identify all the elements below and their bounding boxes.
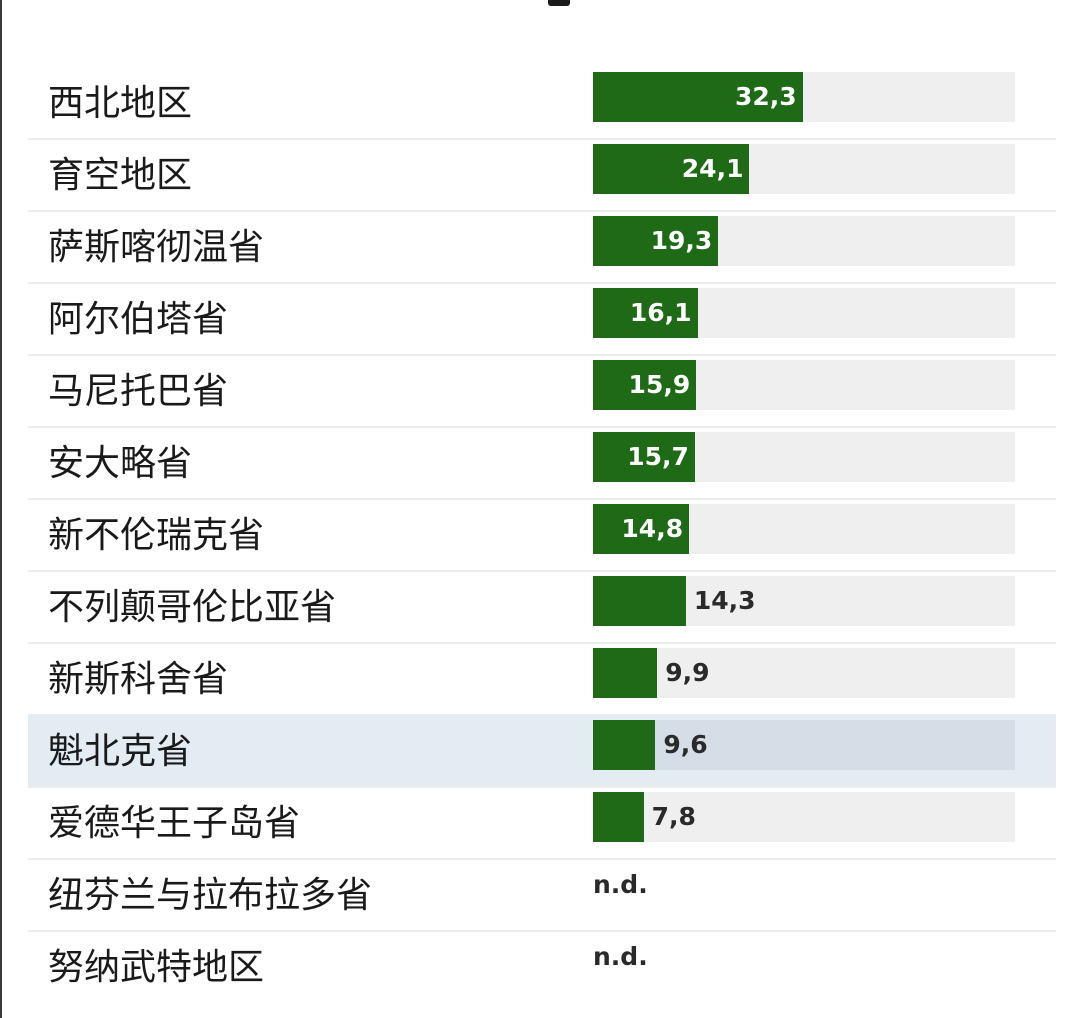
title-fragment — [548, 0, 570, 6]
data-label: 15,9 — [628, 370, 691, 399]
data-label: 19,3 — [650, 226, 713, 255]
category-label: 萨斯喀彻温省 — [48, 227, 265, 268]
bar-track — [593, 648, 1015, 698]
chart-row: 不列颠哥伦比亚省 14,3 — [28, 572, 1056, 644]
row-separator — [28, 498, 1056, 500]
chart-row: 西北地区 32,3 — [28, 68, 1056, 140]
data-label: 24,1 — [681, 154, 744, 183]
category-label: 努纳武特地区 — [48, 947, 265, 988]
bar — [593, 432, 695, 482]
category-label: 爱德华王子岛省 — [48, 803, 301, 844]
chart-row: 安大略省 15,7 — [28, 428, 1056, 500]
category-label: 西北地区 — [48, 83, 193, 124]
data-label: n.d. — [593, 870, 648, 899]
data-label: n.d. — [593, 942, 648, 971]
chart-row: 新不伦瑞克省 14,8 — [28, 500, 1056, 572]
category-label: 阿尔伯塔省 — [48, 299, 229, 340]
chart-row: 纽芬兰与拉布拉多省 n.d. — [28, 860, 1056, 932]
row-separator — [28, 786, 1056, 788]
bar — [593, 288, 698, 338]
category-label: 纽芬兰与拉布拉多省 — [48, 875, 373, 916]
bar — [593, 72, 803, 122]
data-label: 7,8 — [651, 802, 696, 831]
bar — [593, 720, 656, 770]
data-label: 9,6 — [663, 730, 708, 759]
data-label: 32,3 — [735, 82, 797, 111]
bar-track — [593, 720, 1015, 770]
category-label: 育空地区 — [48, 155, 193, 196]
data-label: 14,3 — [693, 586, 756, 615]
data-label: 9,9 — [665, 658, 710, 687]
chart-row: 萨斯喀彻温省 19,3 — [28, 212, 1056, 284]
chart-row: 爱德华王子岛省 7,8 — [28, 788, 1056, 860]
row-separator — [28, 138, 1056, 140]
category-label: 不列颠哥伦比亚省 — [48, 587, 337, 628]
bar-track — [593, 792, 1015, 842]
row-separator — [28, 930, 1056, 932]
chart-row: 新斯科舍省 9,9 — [28, 644, 1056, 716]
chart-row: 育空地区 24,1 — [28, 140, 1056, 212]
data-label: 14,8 — [621, 514, 684, 543]
row-separator — [28, 858, 1056, 860]
row-separator — [28, 570, 1056, 572]
bar — [593, 792, 644, 842]
category-label: 新不伦瑞克省 — [48, 515, 265, 556]
category-label: 马尼托巴省 — [48, 371, 229, 412]
chart-row: 阿尔伯塔省 16,1 — [28, 284, 1056, 356]
row-separator — [28, 714, 1056, 716]
row-separator — [28, 642, 1056, 644]
row-separator — [28, 426, 1056, 428]
bar — [593, 144, 750, 194]
chart-row: 努纳武特地区 n.d. — [28, 932, 1056, 1004]
left-edge-line — [0, 0, 2, 1018]
row-separator — [28, 354, 1056, 356]
bar — [593, 504, 690, 554]
row-separator — [28, 210, 1056, 212]
category-label: 安大略省 — [48, 443, 193, 484]
chart-row: 马尼托巴省 15,9 — [28, 356, 1056, 428]
chart-row: 魁北克省 9,6 — [28, 716, 1056, 788]
category-label: 魁北克省 — [48, 731, 193, 772]
bar — [593, 216, 719, 266]
row-separator — [28, 282, 1056, 284]
data-label: 16,1 — [629, 298, 692, 327]
bar — [593, 648, 658, 698]
bar — [593, 576, 686, 626]
data-label: 15,7 — [627, 442, 689, 471]
category-label: 新斯科舍省 — [48, 659, 229, 700]
bar — [593, 360, 697, 410]
